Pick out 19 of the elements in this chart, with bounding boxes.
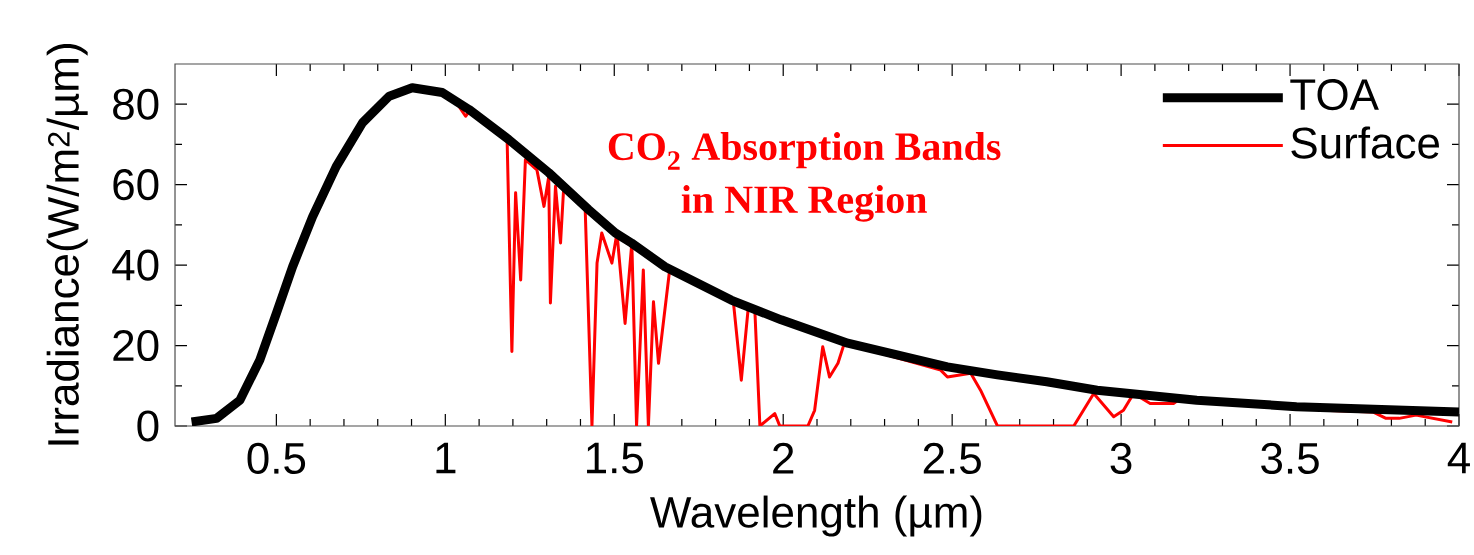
x-axis-title: Wavelength (µm) <box>650 495 982 537</box>
y-tick-label: 60 <box>113 169 159 201</box>
y-tick-label: 0 <box>137 410 159 442</box>
x-tick-label: 2 <box>773 442 794 474</box>
annotation: in NIR Region <box>681 185 927 222</box>
legend-label: Surface <box>1291 126 1439 159</box>
x-tick-label: 3.5 <box>1261 442 1319 475</box>
y-tick-label: 80 <box>113 88 159 120</box>
y-axis-title: Irradiance(W/m$^{2}$/µm) <box>46 44 88 445</box>
y-tick-label: 20 <box>113 329 159 362</box>
legend-label: TOA <box>1290 79 1379 111</box>
y-tick-label: 40 <box>112 249 159 281</box>
x-tick-label: 0.5 <box>247 442 306 475</box>
x-tick-label: 2.5 <box>923 442 981 475</box>
x-tick-label: 4 <box>1447 442 1470 474</box>
x-tick-label: 3 <box>1110 442 1132 475</box>
x-tick-label: 1.5 <box>587 442 643 474</box>
annotation: CO$_{2}$ Absorption Bands <box>608 132 1001 170</box>
x-tick-label: 1 <box>436 442 456 474</box>
